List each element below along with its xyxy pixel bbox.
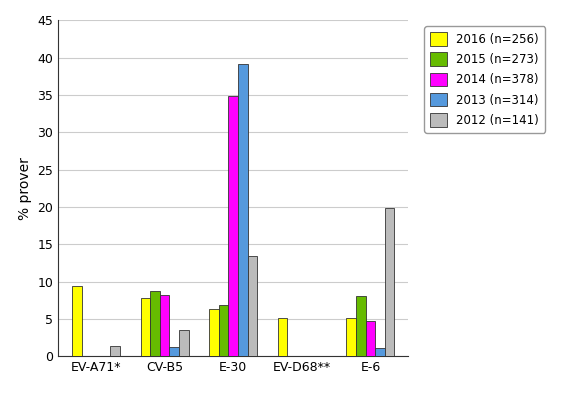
Bar <box>248 256 257 356</box>
Bar <box>179 330 189 356</box>
Bar <box>110 346 120 356</box>
Bar <box>366 320 375 356</box>
Bar <box>219 305 229 356</box>
Bar <box>278 318 287 356</box>
Legend: 2016 (n=256), 2015 (n=273), 2014 (n=378), 2013 (n=314), 2012 (n=141): 2016 (n=256), 2015 (n=273), 2014 (n=378)… <box>424 26 545 133</box>
Bar <box>160 295 170 356</box>
Bar <box>238 64 248 356</box>
Bar <box>356 296 366 356</box>
Bar <box>375 348 385 356</box>
Bar <box>141 298 150 356</box>
Bar <box>72 286 82 356</box>
Bar <box>209 309 219 356</box>
Bar <box>385 208 394 356</box>
Bar <box>229 96 238 356</box>
Bar <box>346 318 356 356</box>
Bar <box>170 347 179 356</box>
Y-axis label: % prover: % prover <box>18 157 32 220</box>
Bar <box>150 291 160 356</box>
